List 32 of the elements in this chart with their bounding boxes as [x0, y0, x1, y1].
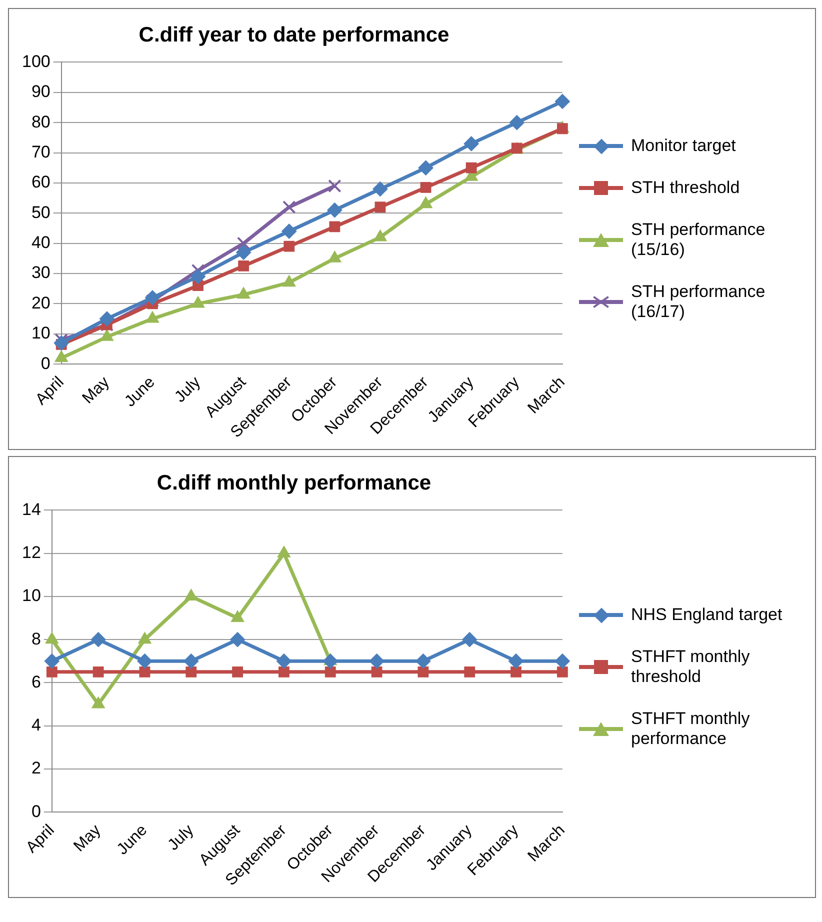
y-tick-label: 50	[31, 202, 50, 222]
y-tick-label: 2	[31, 758, 41, 778]
y-tick-label: 20	[31, 293, 50, 312]
y-tick-label: 14	[22, 500, 41, 519]
y-tick-label: 70	[31, 142, 50, 162]
chart-title: C.diff year to date performance	[138, 23, 450, 46]
legend-label: Monitor target	[631, 136, 737, 156]
legend-label: STHFT monthly threshold	[631, 647, 751, 687]
chart-title: C.diff monthly performance	[156, 471, 432, 494]
x-tick-label: July	[164, 822, 198, 854]
legend-label: STH threshold	[631, 178, 741, 198]
x-tick-label: May	[79, 374, 113, 408]
y-tick-label: 10	[22, 586, 41, 606]
y-tick-label: 4	[31, 716, 41, 735]
y-tick-label: 90	[31, 82, 50, 102]
y-tick-label: 8	[31, 629, 41, 648]
x-tick-label: May	[70, 822, 104, 856]
x-tick-label: July	[172, 374, 204, 406]
y-tick-label: 60	[31, 172, 50, 192]
legend-label: NHS England target	[631, 605, 784, 625]
legend-label: STH performance (16/17)	[631, 282, 766, 322]
y-tick-label: 40	[31, 233, 50, 252]
y-tick-label: 80	[31, 112, 50, 132]
y-tick-label: 12	[22, 543, 41, 562]
y-tick-label: 30	[31, 263, 50, 282]
legend-label: STHFT monthly performance	[631, 709, 751, 749]
y-tick-label: 0	[31, 802, 41, 821]
y-tick-label: 10	[31, 324, 50, 343]
y-tick-label: 100	[22, 52, 50, 71]
y-tick-label: 6	[31, 672, 41, 692]
legend-label: STH performance (15/16)	[631, 220, 766, 260]
y-tick-label: 0	[40, 354, 50, 373]
